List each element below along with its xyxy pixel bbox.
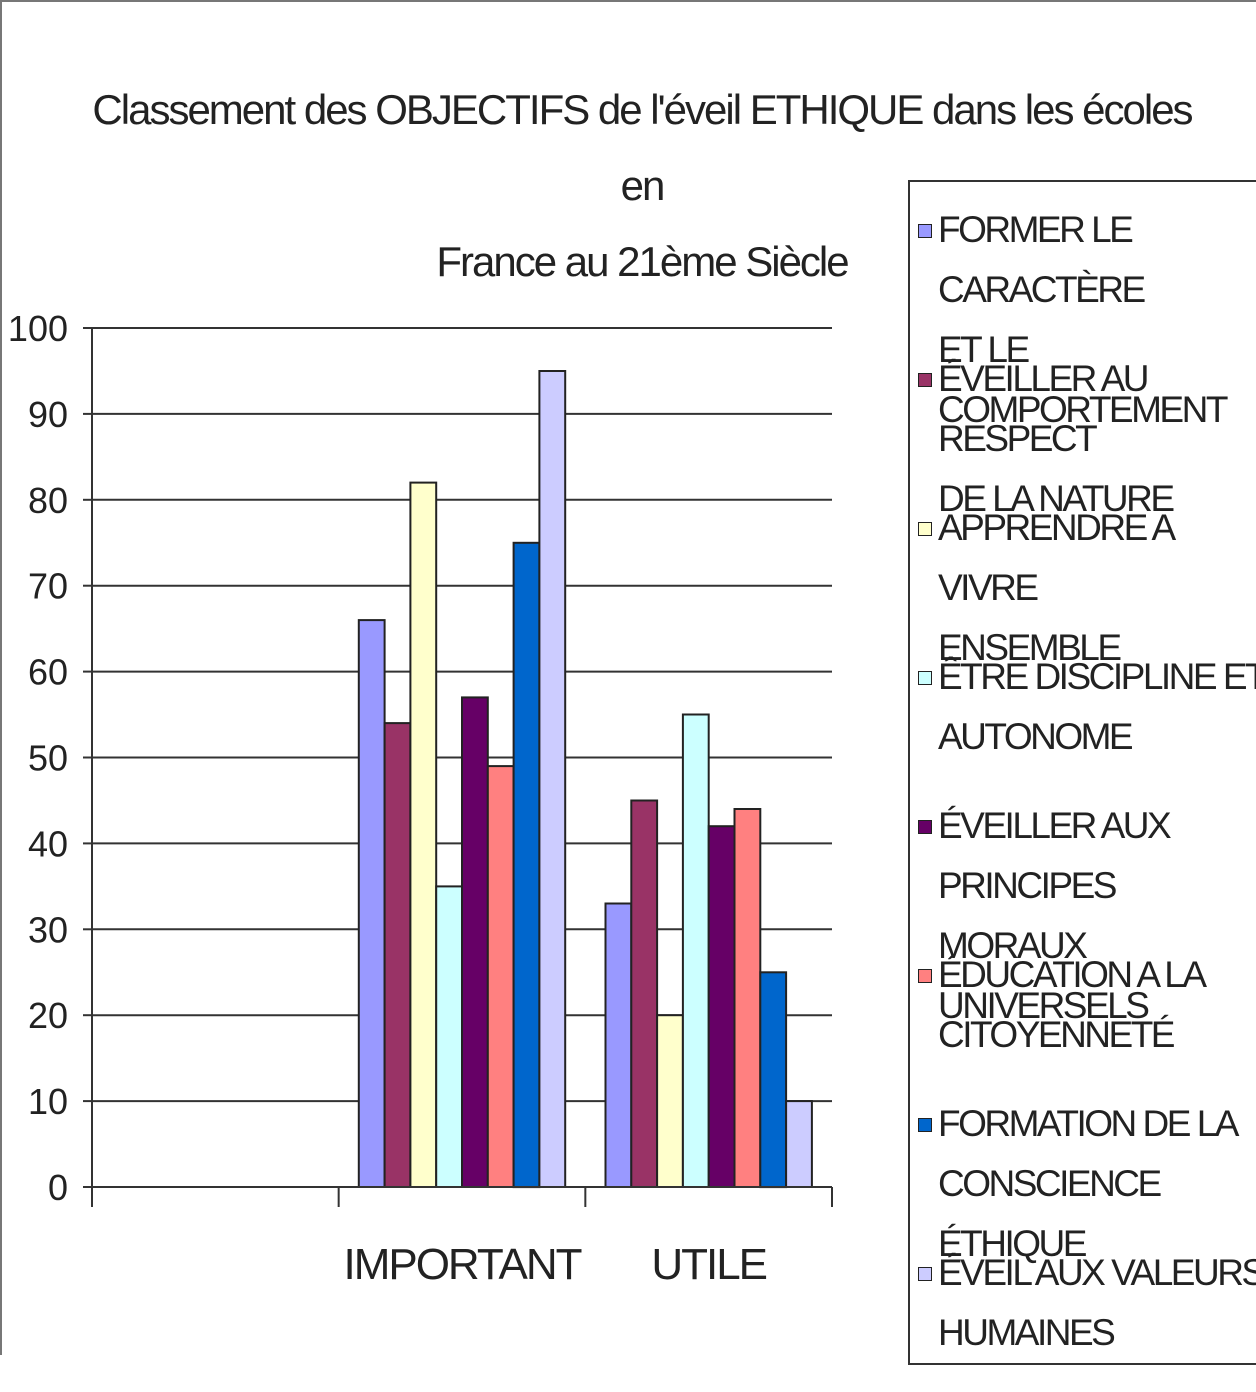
bar <box>383 722 412 1188</box>
bar <box>435 885 464 1189</box>
legend-item: ÊTRE DISCIPLINE ET AUTONOME <box>918 647 1256 796</box>
bar <box>630 799 659 1188</box>
chart-plot: 0 10 20 30 40 50 60 70 80 90 100 IMPORTANT UTILE <box>8 308 833 1289</box>
bar <box>681 713 710 1188</box>
y-tick-label: 30 <box>28 909 68 950</box>
bar <box>656 1014 684 1189</box>
y-tick-label: 50 <box>28 738 68 779</box>
bar <box>409 481 438 1189</box>
bar <box>759 971 788 1189</box>
y-tick-label: 100 <box>8 308 68 349</box>
x-category-label: IMPORTANT <box>343 1240 581 1289</box>
legend-item: FORMER LE CARACTÈRE ET LE COMPORTEMENT <box>918 200 1256 430</box>
legend-swatch <box>918 373 932 387</box>
bar <box>785 1100 813 1188</box>
legend-swatch <box>918 969 932 983</box>
legend-swatch <box>918 224 932 238</box>
chart-title: Classement des OBJECTIFS de l'éveil ETHI… <box>92 86 1193 285</box>
legend-item: ÉVEILLER AU RESPECT DE LA NATURE <box>918 349 1256 519</box>
legend-label: ÉDUCATION A LA CITOYENNETÉ <box>938 954 1207 1055</box>
y-tick-label: 70 <box>28 566 68 607</box>
bar <box>512 541 541 1189</box>
bar <box>538 370 567 1188</box>
legend-swatch <box>918 1267 932 1281</box>
legend-label: ÉVEIL AUX VALEURS HUMAINES <box>938 1252 1256 1353</box>
bars <box>357 370 813 1189</box>
legend: FORMER LE CARACTÈRE ET LE COMPORTEMENT ÉV… <box>908 180 1256 1365</box>
bar <box>357 619 386 1188</box>
bar <box>733 808 762 1188</box>
legend-swatch <box>918 671 932 685</box>
legend-label: ÉVEILLER AUX PRINCIPES MORAUX UNIVERSELS <box>938 805 1172 1026</box>
y-tick-label: 80 <box>28 480 68 521</box>
bar <box>707 825 736 1188</box>
legend-item: ÉDUCATION A LA CITOYENNETÉ <box>918 945 1256 1094</box>
legend-label: APPRENDRE A VIVRE ENSEMBLE <box>938 507 1174 668</box>
y-tick-label: 60 <box>28 652 68 693</box>
bar <box>604 902 633 1188</box>
legend-label: ÊTRE DISCIPLINE ET AUTONOME <box>938 656 1256 757</box>
axes <box>83 327 833 1207</box>
y-tick-label: 90 <box>28 394 68 435</box>
legend-label: ÉVEILLER AU RESPECT DE LA NATURE <box>938 358 1175 519</box>
x-category-label: UTILE <box>651 1240 766 1289</box>
legend-swatch <box>918 1118 932 1132</box>
y-tick-label: 10 <box>28 1081 68 1122</box>
bar <box>486 765 515 1188</box>
legend-label: FORMER LE CARACTÈRE ET LE COMPORTEMENT <box>938 209 1228 430</box>
legend-label: FORMATION DE LA CONSCIENCE ÉTHIQUE <box>938 1103 1239 1264</box>
y-tick-label: 20 <box>28 995 68 1036</box>
bar <box>461 696 489 1189</box>
legend-item: ÉVEILLER AUX PRINCIPES MORAUX UNIVERSELS <box>918 796 1256 1026</box>
legend-swatch <box>918 820 932 834</box>
legend-item: ÉVEIL AUX VALEURS HUMAINES <box>918 1243 1256 1392</box>
y-tick-label: 40 <box>28 823 68 864</box>
y-tick-label: 0 <box>48 1167 68 1208</box>
legend-item: FORMATION DE LA CONSCIENCE ÉTHIQUE <box>918 1094 1256 1264</box>
legend-item: APPRENDRE A VIVRE ENSEMBLE <box>918 498 1256 668</box>
legend-swatch <box>918 522 932 536</box>
tick-labels: 0 10 20 30 40 50 60 70 80 90 100 IMPORTANT UTILE <box>8 308 769 1289</box>
